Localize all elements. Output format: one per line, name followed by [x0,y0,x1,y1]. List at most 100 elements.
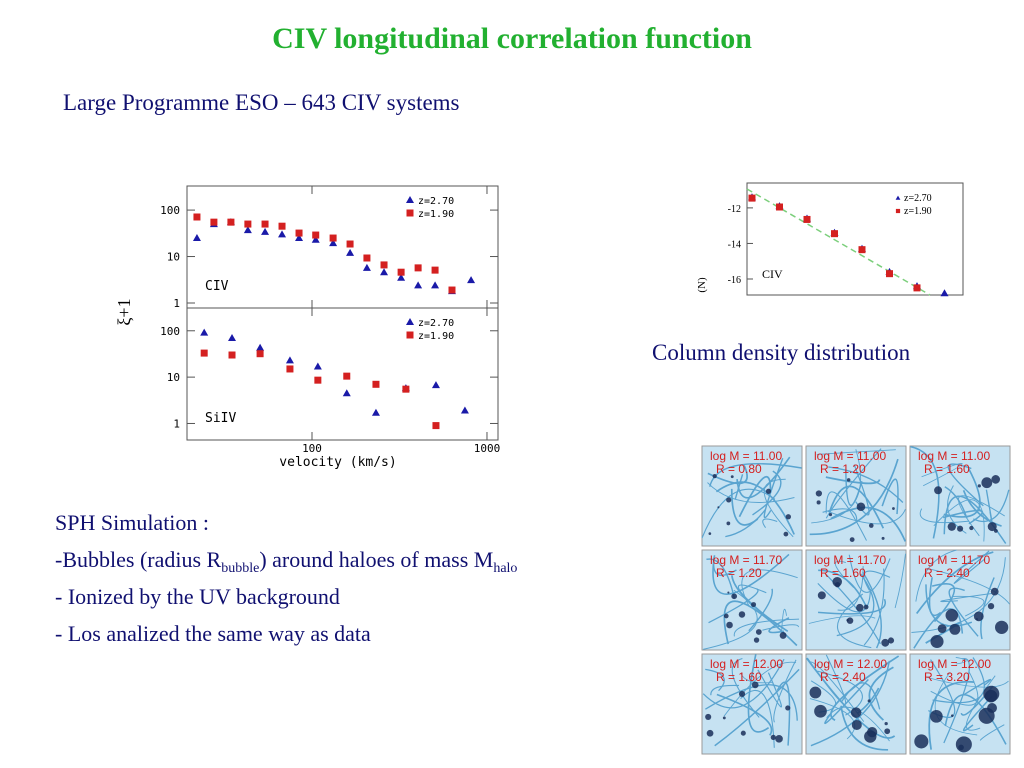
bubble [815,490,823,497]
y-axis-label: ξ+1 [114,298,134,325]
filament [980,577,995,640]
filament [707,482,795,503]
simulation-mass: log M = 11.00 [710,449,782,463]
filament [825,509,906,525]
filament [723,600,798,647]
marker [312,231,320,239]
filament [910,445,940,539]
filament [962,490,1002,527]
bubble [945,608,959,622]
marker [278,222,286,230]
marker [748,194,756,202]
bubble [991,475,1001,484]
sph-line: - Los analized the same way as data [55,621,371,646]
simulation-mass: log M = 12.00 [814,657,887,671]
y-tick-label: -12 [728,204,741,215]
bubble [846,617,854,624]
marker [431,266,439,274]
marker [329,234,337,242]
filament [715,481,795,535]
filament [738,475,772,518]
filament [881,478,899,515]
simulation-mass: log M = 11.00 [918,449,990,463]
filament [725,509,767,538]
filament [816,449,896,455]
marker [362,263,371,271]
filament [824,679,869,725]
bubble [738,690,746,698]
filament [818,569,868,609]
bubble [958,744,964,751]
simulation-radius: R = 2.40 [924,566,970,580]
marker [940,289,949,297]
bubble [726,621,733,629]
bubble [751,681,759,689]
filament [927,567,1010,605]
marker [227,218,235,226]
y-tick-label: 10 [167,371,180,384]
marker [886,270,893,278]
bubble [930,634,944,649]
slide-title: CIV longitudinal correlation function [272,22,752,55]
bubble [730,475,734,479]
bubble [770,734,776,741]
filament [825,448,882,519]
legend-label: z=2.70 [418,196,454,207]
caption: Column density distribution [652,340,911,365]
filament [710,684,739,696]
marker [414,281,423,289]
filament [953,550,990,584]
bubble [937,624,947,634]
marker [346,248,355,256]
legend-label: z=1.90 [418,209,454,220]
simulation-mass: log M = 11.70 [710,553,782,567]
filament [921,463,963,487]
bubble [881,536,885,540]
marker [329,239,338,247]
marker [831,230,838,238]
marker [448,286,456,294]
filament [809,458,899,536]
bubble [765,488,772,494]
filament [963,678,992,696]
legend-label: z=1.90 [904,206,932,217]
panel-label: SiIV [205,411,236,426]
subscript: halo [493,561,517,576]
bubble [868,523,874,528]
filament [763,478,794,538]
marker [402,385,410,393]
bubble [930,709,943,723]
bubble [975,618,978,621]
bubble [717,506,720,509]
marker [193,213,201,221]
bubble [995,620,1009,634]
bubble [727,591,730,594]
filament [768,617,790,634]
filament [757,669,782,708]
y-tick-label: 1 [173,297,180,310]
bubble [884,721,888,726]
marker [256,350,264,358]
bubble [987,602,995,610]
x-tick-label: 1000 [474,442,501,455]
bubble [705,713,712,720]
filament [712,553,790,595]
bubble [775,735,783,743]
bubble [867,699,871,703]
bubble [726,521,731,526]
filament [894,553,906,609]
marker [295,234,304,242]
simulation-radius: R = 1.60 [716,670,762,684]
filament [817,598,887,615]
bubble [884,728,891,735]
filament [825,476,881,485]
filament [808,615,876,624]
bubble [832,577,842,587]
bubble [850,707,862,718]
bubble [814,704,827,718]
bubble [987,522,997,532]
marker [261,220,269,228]
filament [868,666,894,721]
simulation-mass: log M = 12.00 [710,657,783,671]
filament [810,660,891,747]
